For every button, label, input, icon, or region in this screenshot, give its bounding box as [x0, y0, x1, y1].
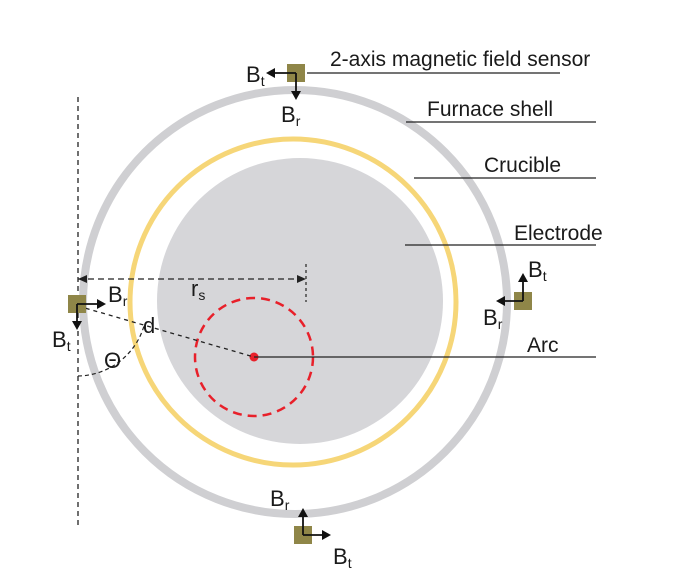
- electrode-disk: [157, 158, 443, 444]
- left-bt-label: Bt: [52, 327, 71, 354]
- top-br-label: Br: [281, 102, 301, 129]
- right-bt-label: Bt: [528, 257, 547, 284]
- top-br-arrowhead: [291, 91, 301, 100]
- arc-label: Arc: [527, 334, 559, 357]
- right-br-label: Br: [483, 305, 503, 332]
- bottom-bt-arrowhead: [322, 530, 331, 540]
- furnace-shell-label: Furnace shell: [427, 98, 553, 121]
- distance-d-line: [77, 305, 255, 358]
- bottom-br-arrowhead: [298, 508, 308, 517]
- theta-label: Θ: [104, 348, 121, 373]
- crucible-ring: [127, 136, 459, 468]
- theta-angle-arc: [77, 325, 145, 377]
- right-bt-arrowhead: [518, 273, 528, 282]
- rs-arrowhead-right: [297, 275, 306, 283]
- electrode-label: Electrode: [514, 222, 603, 245]
- sensor-label: 2-axis magnetic field sensor: [330, 48, 590, 71]
- crucible-label: Crucible: [484, 154, 561, 177]
- left-br-arrowhead: [97, 299, 106, 309]
- top-bt-arrowhead: [266, 68, 275, 78]
- left-bt-arrowhead: [72, 321, 82, 330]
- bottom-br-label: Br: [270, 486, 290, 513]
- left-br-label: Br: [108, 282, 128, 309]
- rs-label: rs: [191, 276, 205, 303]
- d-label: d: [143, 313, 155, 338]
- rs-arrowhead-left: [78, 275, 87, 283]
- right-br-arrowhead: [496, 296, 505, 306]
- top-bt-label: Bt: [246, 62, 265, 89]
- bottom-bt-label: Bt: [333, 544, 352, 571]
